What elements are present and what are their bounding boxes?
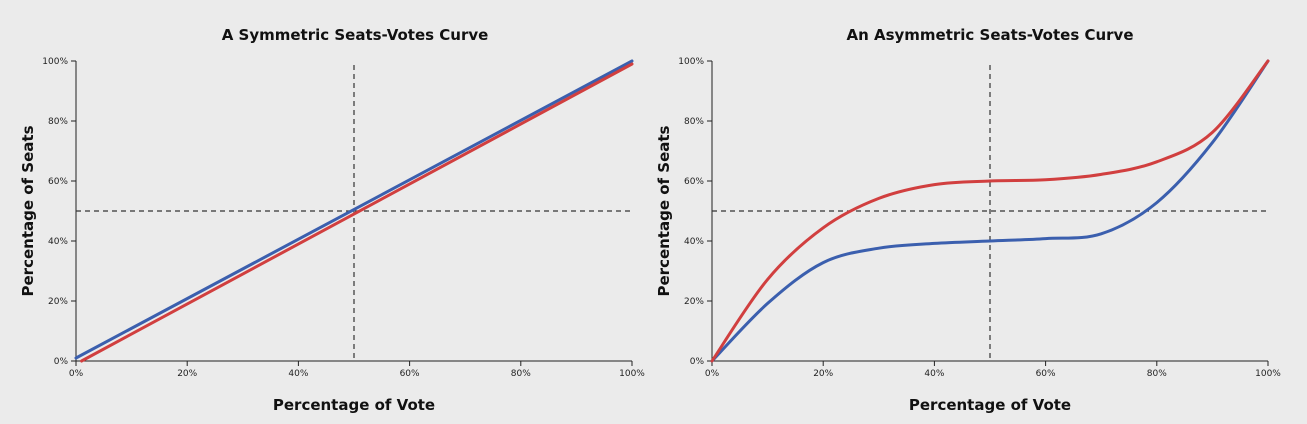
y-tick-label: 40% — [684, 237, 704, 247]
x-tick-label: 100% — [1255, 369, 1281, 379]
y-tick-label: 20% — [684, 297, 704, 307]
y-tick-label: 100% — [678, 57, 704, 67]
y-tick-label: 60% — [48, 177, 68, 187]
x-tick-label: 80% — [511, 369, 531, 379]
series-line-1 — [710, 59, 1270, 363]
y-axis-title: Percentage of Seats — [655, 125, 673, 296]
y-tick-label: 40% — [48, 237, 68, 247]
chart-title: A Symmetric Seats-Votes Curve — [222, 26, 489, 44]
x-tick-label: 20% — [813, 369, 833, 379]
x-tick-label: 40% — [924, 369, 944, 379]
series-line-2 — [80, 62, 634, 363]
x-tick-label: 40% — [288, 369, 308, 379]
y-tick-label: 80% — [684, 117, 704, 127]
x-tick-label: 0% — [705, 369, 720, 379]
y-tick-label: 60% — [684, 177, 704, 187]
chart-panel-2: An Asymmetric Seats-Votes Curve 0% 20% 40% 6… — [655, 26, 1281, 414]
chart-title: An Asymmetric Seats-Votes Curve — [846, 26, 1133, 44]
x-tick-label: 60% — [1036, 369, 1056, 379]
y-tick-label: 0% — [690, 357, 705, 367]
x-tick-label: 100% — [619, 369, 645, 379]
y-tick-label: 100% — [42, 57, 68, 67]
x-tick-label: 80% — [1147, 369, 1167, 379]
x-axis-title: Percentage of Vote — [273, 396, 435, 414]
x-tick-label: 20% — [177, 369, 197, 379]
y-tick-label: 80% — [48, 117, 68, 127]
series-line-2 — [710, 59, 1270, 363]
x-tick-label: 60% — [400, 369, 420, 379]
y-tick-label: 0% — [54, 357, 69, 367]
chart-panel-1: A Symmetric Seats-Votes Curve 0% 20% 40% 60%… — [19, 26, 645, 414]
x-tick-label: 0% — [69, 369, 84, 379]
x-axis-title: Percentage of Vote — [909, 396, 1071, 414]
y-tick-label: 20% — [48, 297, 68, 307]
y-axis-title: Percentage of Seats — [19, 125, 37, 296]
series-line-1 — [74, 59, 634, 360]
